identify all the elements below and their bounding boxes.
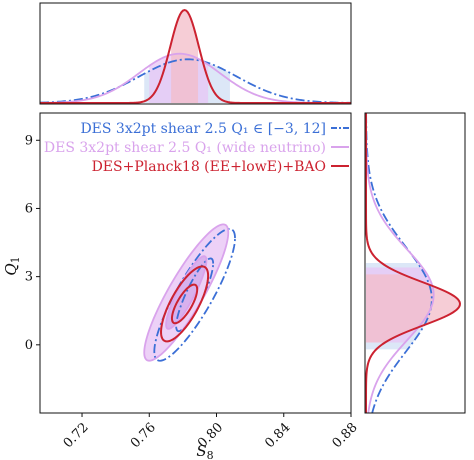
contour-95-line <box>153 228 236 362</box>
right-marginal-band <box>366 274 460 343</box>
top-marginal-curve <box>40 8 351 104</box>
legend: DES 3x2pt shear 2.5 Q₁ ∈ [−3, 12] DES 3x2… <box>44 121 349 175</box>
x-axis-ticks: 0.72 0.76 0.80 0.84 0.88 <box>61 413 361 451</box>
legend-entry-label: DES 3x2pt shear 2.5 Q₁ (wide neutrino) <box>44 140 326 156</box>
top-marginal-band <box>171 10 199 103</box>
contour-95-line <box>160 265 210 343</box>
y-tick-label: 6 <box>25 201 33 216</box>
contour-95-line <box>143 223 230 362</box>
legend-entry-label: DES+Planck18 (EE+lowE)+BAO <box>92 159 326 175</box>
contour-68-line <box>170 283 199 325</box>
top-marginal-panel <box>39 2 352 105</box>
y-tick-label: 0 <box>25 338 33 353</box>
contour-68-fill <box>166 256 207 329</box>
top-marginal-curve <box>40 58 351 104</box>
right-marginal-curve <box>365 113 435 413</box>
main-panel-frame <box>39 112 352 414</box>
y-axis-ticks: 0 3 6 9 <box>25 133 40 353</box>
right-panel-frame <box>364 112 466 414</box>
y-tick-label: 9 <box>25 133 33 148</box>
x-tick-label: 0.84 <box>262 420 293 451</box>
right-marginal-panel <box>364 112 466 414</box>
x-tick-label: 0.88 <box>330 420 361 451</box>
top-panel-frame <box>39 2 352 105</box>
x-tick-label: 0.76 <box>128 420 159 451</box>
y-axis-label: Q1 <box>2 256 22 275</box>
y-tick-label: 3 <box>25 270 33 285</box>
right-marginal-curve <box>365 113 461 413</box>
x-tick-label: 0.72 <box>61 420 92 451</box>
legend-entry-label: DES 3x2pt shear 2.5 Q₁ ∈ [−3, 12] <box>80 121 326 137</box>
right-marginal-curve <box>365 113 433 413</box>
